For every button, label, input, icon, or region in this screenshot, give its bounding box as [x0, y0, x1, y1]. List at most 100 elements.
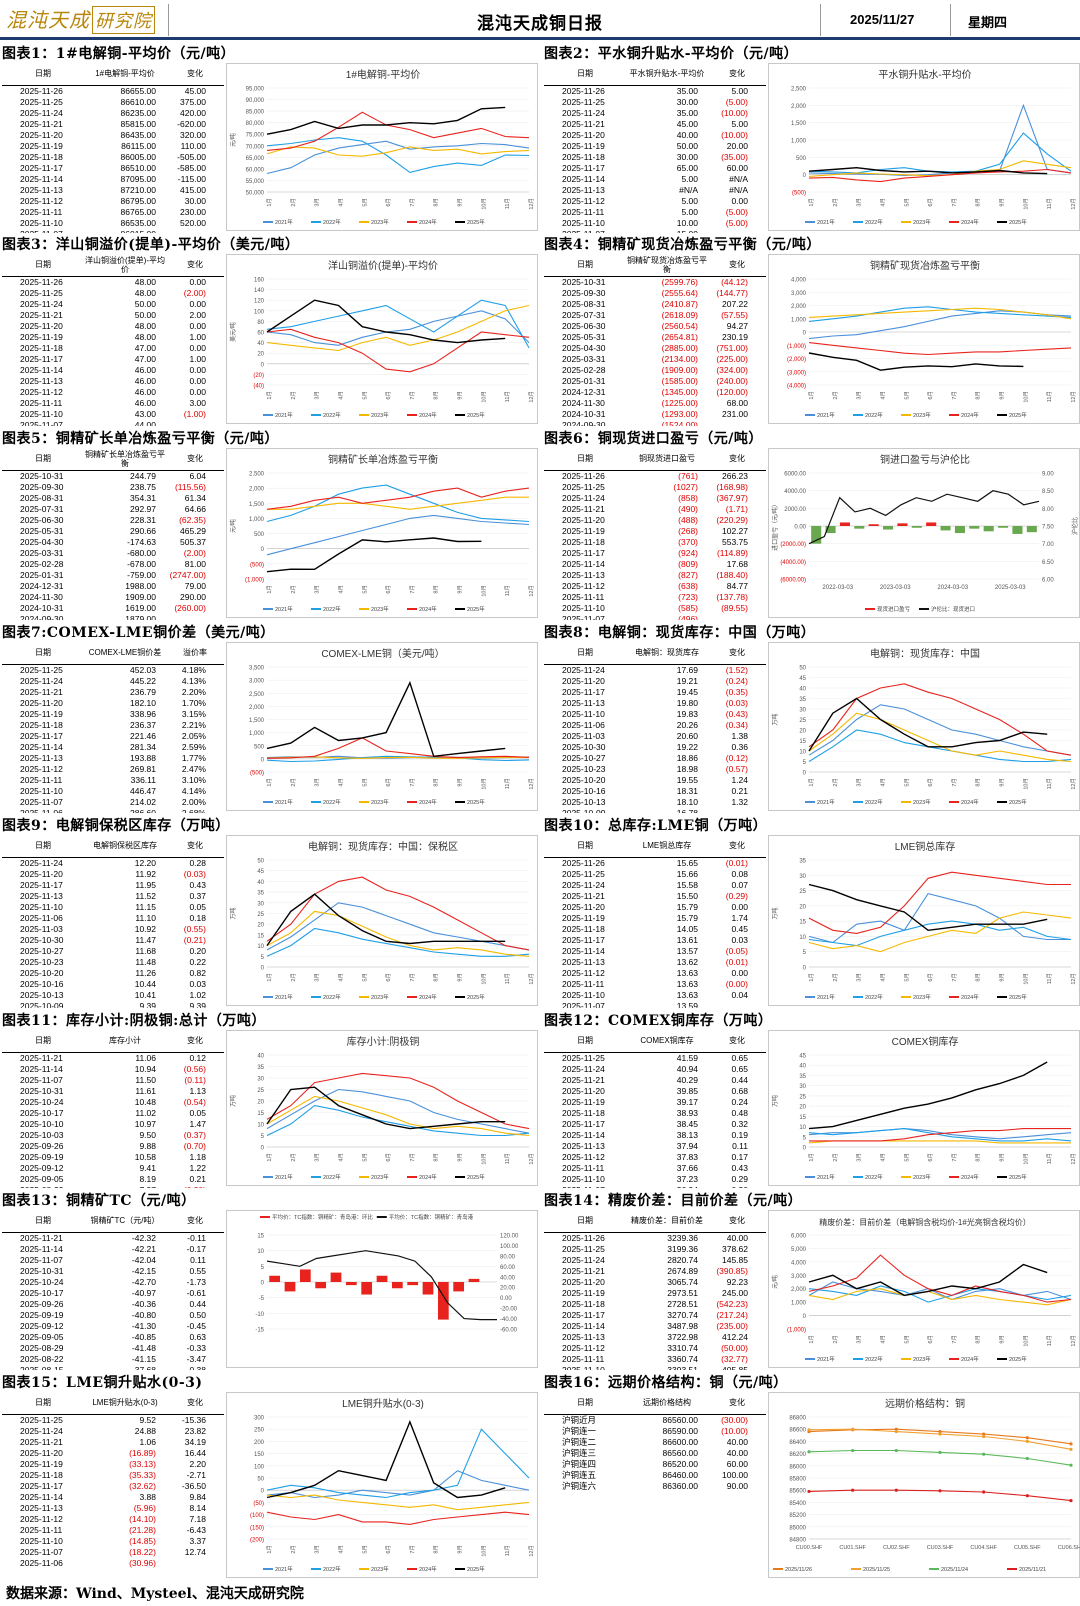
table-cell-change: 0.68	[731, 1085, 748, 1096]
table-cell-change: 0.30	[708, 1185, 766, 1189]
y2-tick-label: 20.00	[500, 1286, 516, 1292]
panel-title: 图表3：洋山铜溢价(提单)-平均价（美元/吨）	[2, 237, 300, 252]
table-cell-value: 15.79	[676, 912, 698, 923]
y-tick-label: (2,000)	[787, 357, 806, 363]
table-cell-change: (50.00)	[721, 1342, 748, 1353]
table-cell-date: 2025-10-16	[20, 978, 64, 989]
x-tick-label: 9月	[999, 778, 1006, 787]
legend-item: 平均价：TC指数：铜精矿：青岛港：环比	[260, 1213, 373, 1221]
table-cell-date: 2025-11-24	[562, 879, 605, 890]
table-row: 2025-11-21 85815.00 -620.00	[2, 119, 224, 130]
data-table: 日期 LME铜升贴水(0-3) 变化 2025-11-25 9.52 -15.36 2025…	[2, 1392, 224, 1580]
table-cell-change: -620.00	[177, 118, 206, 129]
table-cell-change: 0.48	[731, 1107, 748, 1118]
table-cell-change: 0.03	[731, 934, 748, 945]
bar	[911, 526, 922, 528]
data-point	[851, 1488, 855, 1492]
table-row: 2025-11-0736.940.30	[544, 1185, 766, 1189]
table-cell-value: 19.21	[676, 675, 698, 686]
table-cell-change: (2.00)	[183, 547, 206, 558]
table-row: 2025-11-10 11.15 0.05	[2, 902, 224, 913]
table-cell-change: 1.00	[189, 331, 206, 342]
table-cell-change: (10.00)	[721, 129, 748, 140]
table-cell-date: 2025-11-25	[562, 868, 605, 879]
y-tick-label: 85800	[789, 1477, 806, 1483]
table-cell-value: (18.22)	[129, 1546, 156, 1557]
chart-title: 1#电解铜-平均价	[346, 68, 420, 81]
table-cell-change: (0.37)	[183, 1129, 206, 1140]
table-row: 沪铜连四 86520.00 60.00	[544, 1459, 766, 1470]
table-row: 2025-11-12 (14.10) 7.18	[2, 1514, 224, 1525]
legend-label: 2021年	[275, 1173, 293, 1181]
panel-title: 图表10：总库存:LME铜（万吨）	[544, 818, 768, 833]
chart-area: 1#电解铜-平均价 50,000 55,000 60,000 65,000 70,000 7…	[226, 63, 538, 231]
series-line-2	[266, 910, 530, 957]
legend-label: 2024年	[961, 1355, 979, 1363]
data-table: 日期 铜精矿长单冶炼盈亏平衡 变化 2025-10-31 244.79 6.04 2025-…	[2, 448, 224, 620]
table-cell-value: 3.88	[139, 1491, 156, 1502]
table-row: 2025-05-31 290.66 465.29	[2, 526, 224, 537]
table-cell-date: 2025-11-10	[20, 785, 63, 796]
x-tick-label: 1月	[266, 973, 273, 982]
table-row: 2025-11-13 193.88 1.77%	[2, 753, 224, 764]
table-cell-change: -0.11	[187, 1232, 206, 1243]
table-cell-date: 2025-11-25	[562, 96, 605, 107]
table-cell-value: (638)	[678, 580, 698, 591]
y-tick-label: 1,000	[249, 517, 265, 523]
table-row: 2025-11-0786015.00	[2, 229, 224, 234]
legend-label: 2024年	[419, 218, 437, 226]
y-tick-label: 500	[254, 532, 265, 538]
y-tick-label: 1,000	[791, 139, 807, 145]
table-cell-date: 2025-10-16	[562, 785, 606, 796]
x-tick-label: 8月	[975, 391, 982, 400]
data-table: 日期 铜精矿TC（元/吨） 变化 2025-11-21 -42.32 -0.11 2025-…	[2, 1210, 224, 1370]
table-row: 2025-11-10 43.00 (1.00)	[2, 409, 224, 420]
table-cell-value: -680.00	[127, 547, 156, 558]
data-table: 日期 COMEX铜库存 变化 2025-11-25 41.59 0.65 2025-11-2…	[544, 1030, 766, 1188]
table-cell-value: -759.00	[127, 569, 156, 580]
table-cell-change: 1.24	[731, 774, 748, 785]
x-tick-label: 6月	[927, 1153, 934, 1162]
legend-label: 2025年	[1009, 411, 1027, 419]
legend-label: 2022年	[865, 798, 883, 806]
table-cell-date: 2025-11-20	[20, 129, 63, 140]
table-cell-value: 13.63	[676, 967, 698, 978]
table-header-change: 变化	[166, 835, 224, 858]
legend-item: 2024年	[949, 1355, 979, 1363]
legend-label: 2025年	[467, 605, 485, 613]
x-tick-label: 7月	[409, 198, 416, 207]
table-cell-date: 2025-11-20	[20, 1447, 63, 1458]
table-cell-date: 2025-11-24	[20, 298, 63, 309]
legend-item: 2025年	[455, 1565, 485, 1573]
table-cell-value: 24.88	[134, 1425, 156, 1436]
y-tick-label: 160	[254, 278, 265, 284]
legend-label: 2021年	[275, 218, 293, 226]
table-cell-change: 230.19	[722, 331, 748, 342]
legend-label: 2025年	[467, 1565, 485, 1573]
y-tick-label: 0	[803, 173, 807, 179]
legend-label: 2023年	[371, 218, 389, 226]
table-cell-change: (0.57)	[725, 763, 748, 774]
table-cell-date: 2025-10-17	[20, 1107, 64, 1118]
table-header-date: 日期	[2, 1392, 84, 1415]
table-cell-value: 86115.00	[121, 140, 156, 151]
table-row: 2025-11-19 2973.51 245.00	[544, 1288, 766, 1299]
legend-label: 2025/11/24	[941, 1567, 968, 1573]
y-tick-label: 3,500	[249, 666, 265, 672]
table-row: 2025-11-12 46.00 0.00	[2, 387, 224, 398]
table-cell-change: 0.36	[731, 741, 748, 752]
legend-item: 沪伦比：现货进口	[919, 605, 975, 613]
table-cell-date: 2025-11-18	[20, 719, 63, 730]
y-tick-label: 2,000	[791, 104, 807, 110]
table-header-change: 变化	[708, 835, 766, 858]
table-cell-value: 48.00	[134, 320, 156, 331]
x-tick-label: 3月	[856, 1335, 863, 1344]
table-cell-value: (30.96)	[129, 1557, 156, 1568]
table-cell-change: 553.75	[722, 536, 748, 547]
table-cell-change: 0.21	[731, 785, 748, 796]
table-cell-date: 2025-09-30	[20, 481, 64, 492]
table-cell-value: 2973.51	[667, 1287, 698, 1298]
table-cell-change: 0.28	[189, 857, 206, 868]
table-cell-date: 2025-11-12	[562, 580, 605, 591]
